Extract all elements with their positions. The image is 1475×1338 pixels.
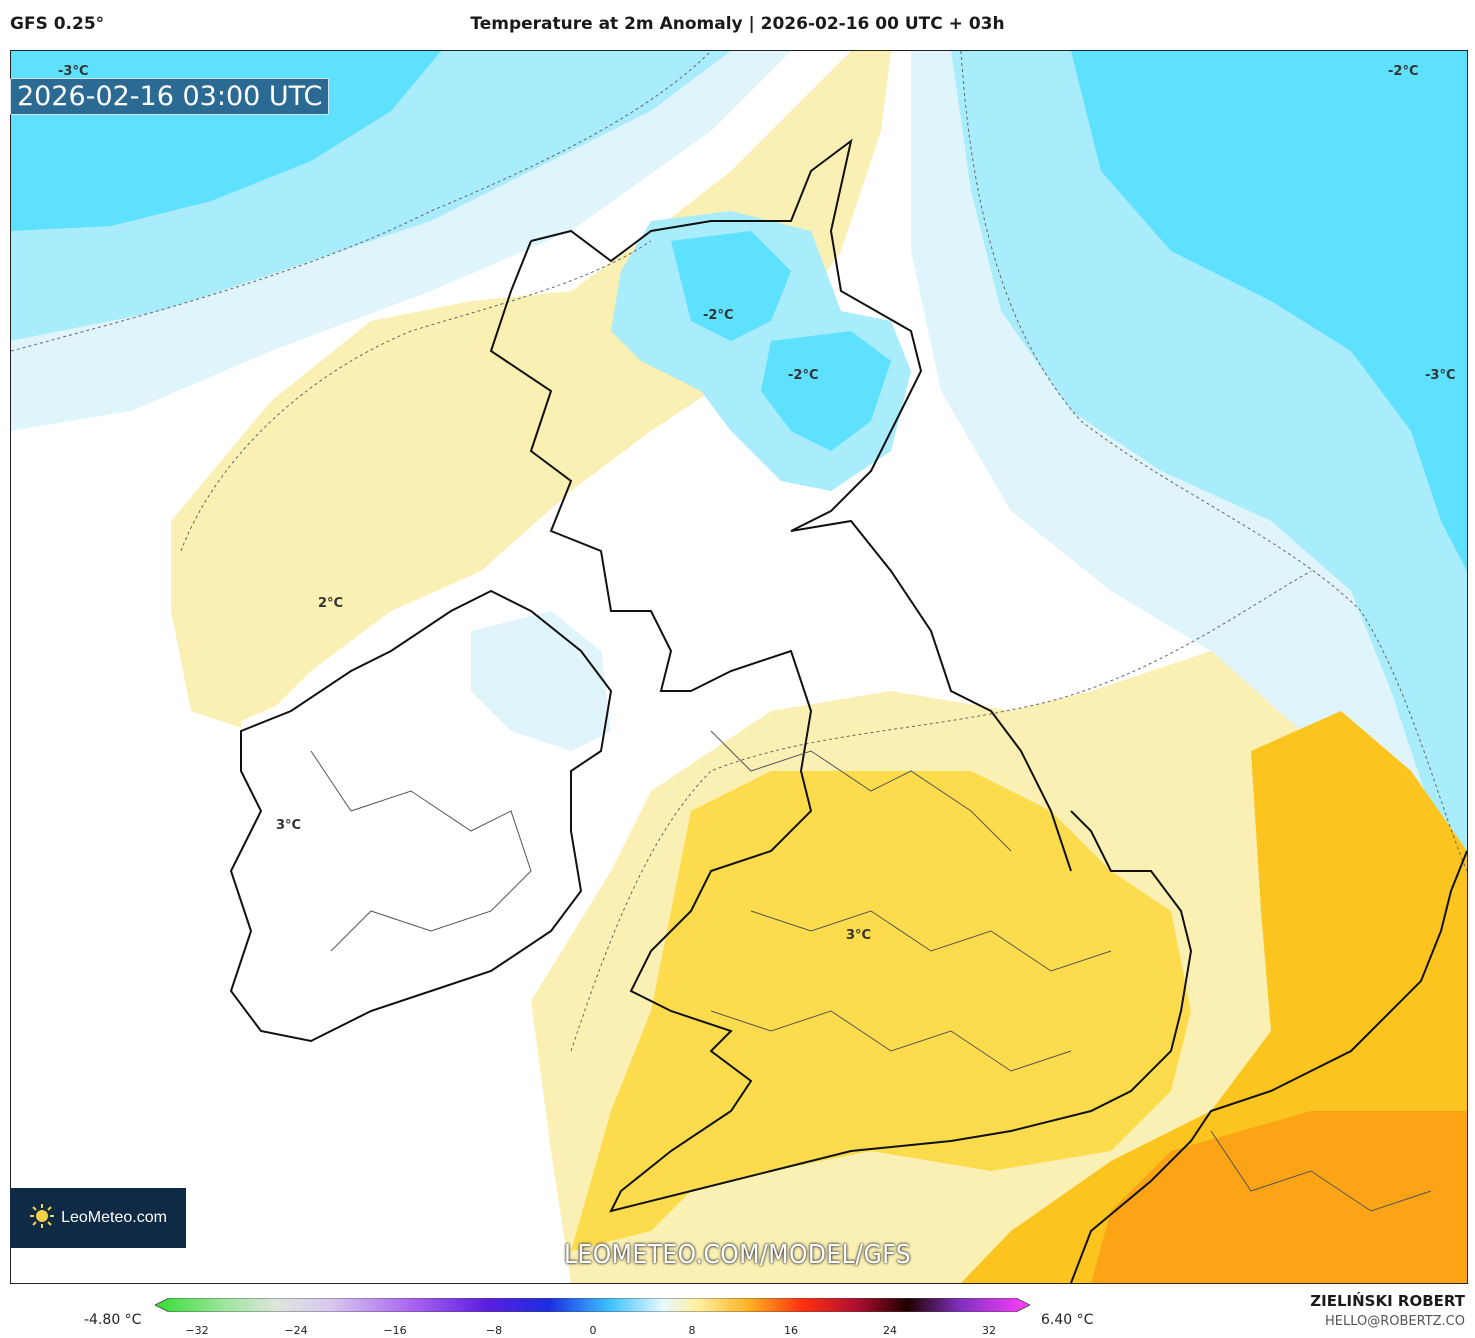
author-email: HELLO@ROBERTZ.CO bbox=[1324, 1314, 1465, 1329]
map-canvas bbox=[11, 51, 1467, 1283]
admin-borders bbox=[310, 730, 1432, 1212]
valid-time-badge: 2026-02-16 03:00 UTC bbox=[10, 78, 330, 115]
colorbar-tick: 32 bbox=[982, 1324, 996, 1337]
cool-region-northwest bbox=[11, 51, 791, 431]
watermark-url: LEOMETEO.COM/MODEL/GFS bbox=[563, 1240, 912, 1270]
colorbar-tick: −32 bbox=[185, 1324, 209, 1337]
colorbar-tick: −8 bbox=[485, 1324, 503, 1337]
coastline-continent bbox=[1070, 850, 1467, 1283]
contour-label: -2°C bbox=[703, 308, 734, 323]
coastline-west-scotland bbox=[489, 240, 691, 692]
coastline-ireland bbox=[229, 589, 613, 1043]
contour-label: 3°C bbox=[846, 928, 872, 943]
contour-line-atlantic bbox=[180, 240, 652, 552]
colorbar-tick: −16 bbox=[383, 1324, 407, 1337]
contour-label: 2°C bbox=[318, 596, 344, 611]
deep-cold-region-scotland bbox=[671, 231, 891, 451]
contour-label: -2°C bbox=[788, 368, 819, 383]
logo-wordmark: LeoMeteo.com bbox=[61, 1209, 167, 1226]
colorbar-min-label: -4.80 °C bbox=[84, 1312, 142, 1328]
colorbar-tick: 8 bbox=[688, 1324, 696, 1337]
leometeo-logo: LeoMeteo.com bbox=[10, 1188, 186, 1248]
model-label: GFS 0.25° bbox=[10, 14, 105, 34]
colorbar-max-label: 6.40 °C bbox=[1041, 1312, 1094, 1328]
hot-region-continent bbox=[1091, 1111, 1467, 1283]
sun-icon bbox=[29, 1203, 55, 1233]
colorbar-tick: 0 bbox=[589, 1324, 597, 1337]
coastline-england bbox=[609, 649, 1193, 1213]
warm-region-england bbox=[571, 771, 1191, 1251]
coastline-scotland bbox=[530, 138, 1072, 872]
contour-line-west bbox=[11, 51, 712, 352]
colorbar-tick: 16 bbox=[784, 1324, 798, 1337]
contour-label: -3°C bbox=[1425, 368, 1456, 383]
contour-label: 3°C bbox=[276, 818, 302, 833]
contour-label: -2°C bbox=[1388, 64, 1419, 79]
deep-cold-region-northeast bbox=[1071, 51, 1467, 571]
author-name: ZIELIŃSKI ROBERT bbox=[1310, 1292, 1465, 1310]
chart-title: Temperature at 2m Anomaly | 2026-02-16 0… bbox=[470, 14, 1005, 34]
contour-line-east bbox=[960, 51, 1467, 872]
colorbar bbox=[155, 1298, 1030, 1312]
anomaly-map bbox=[10, 50, 1468, 1284]
contour-label: -3°C bbox=[58, 64, 89, 79]
contour-line-south bbox=[570, 570, 1312, 1052]
colorbar-tick: −24 bbox=[284, 1324, 308, 1337]
colorbar-tick: 24 bbox=[883, 1324, 897, 1337]
